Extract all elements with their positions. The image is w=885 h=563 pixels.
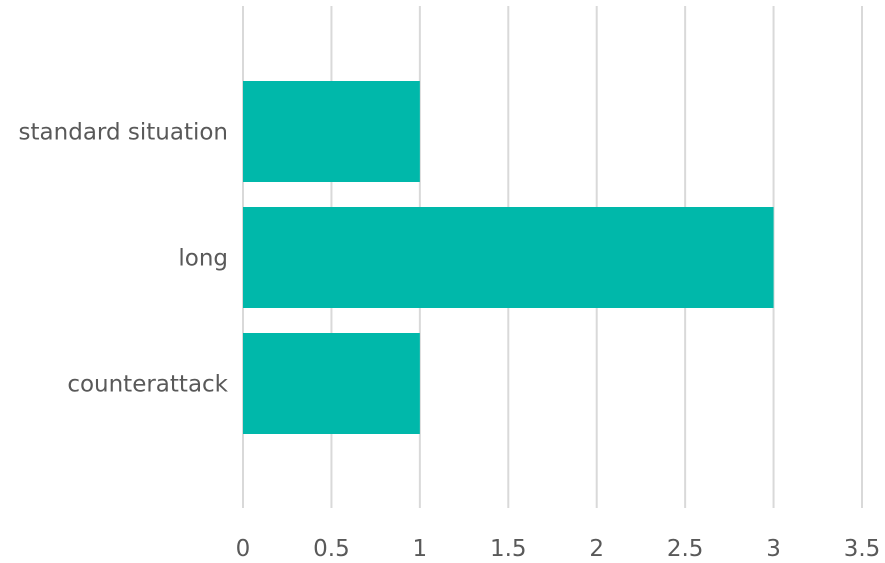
x-tick-label: 2 — [589, 536, 604, 562]
bar — [243, 207, 774, 308]
category-label: counterattack — [67, 372, 228, 398]
x-tick-label: 1 — [413, 536, 428, 562]
x-axis-tick-labels: 0 0.5 1 1.5 2 2.5 3 3.5 — [236, 536, 881, 562]
x-tick-label: 2.5 — [667, 536, 704, 562]
bars — [243, 81, 774, 434]
bar — [243, 81, 420, 182]
x-tick-label: 0.5 — [313, 536, 350, 562]
bar — [243, 333, 420, 434]
category-label: long — [178, 246, 228, 272]
x-tick-label: 1.5 — [490, 536, 527, 562]
category-labels: standard situation long counterattack — [19, 120, 229, 398]
category-label: standard situation — [19, 120, 228, 146]
x-tick-label: 0 — [236, 536, 251, 562]
x-tick-label: 3 — [766, 536, 781, 562]
x-tick-label: 3.5 — [844, 536, 881, 562]
